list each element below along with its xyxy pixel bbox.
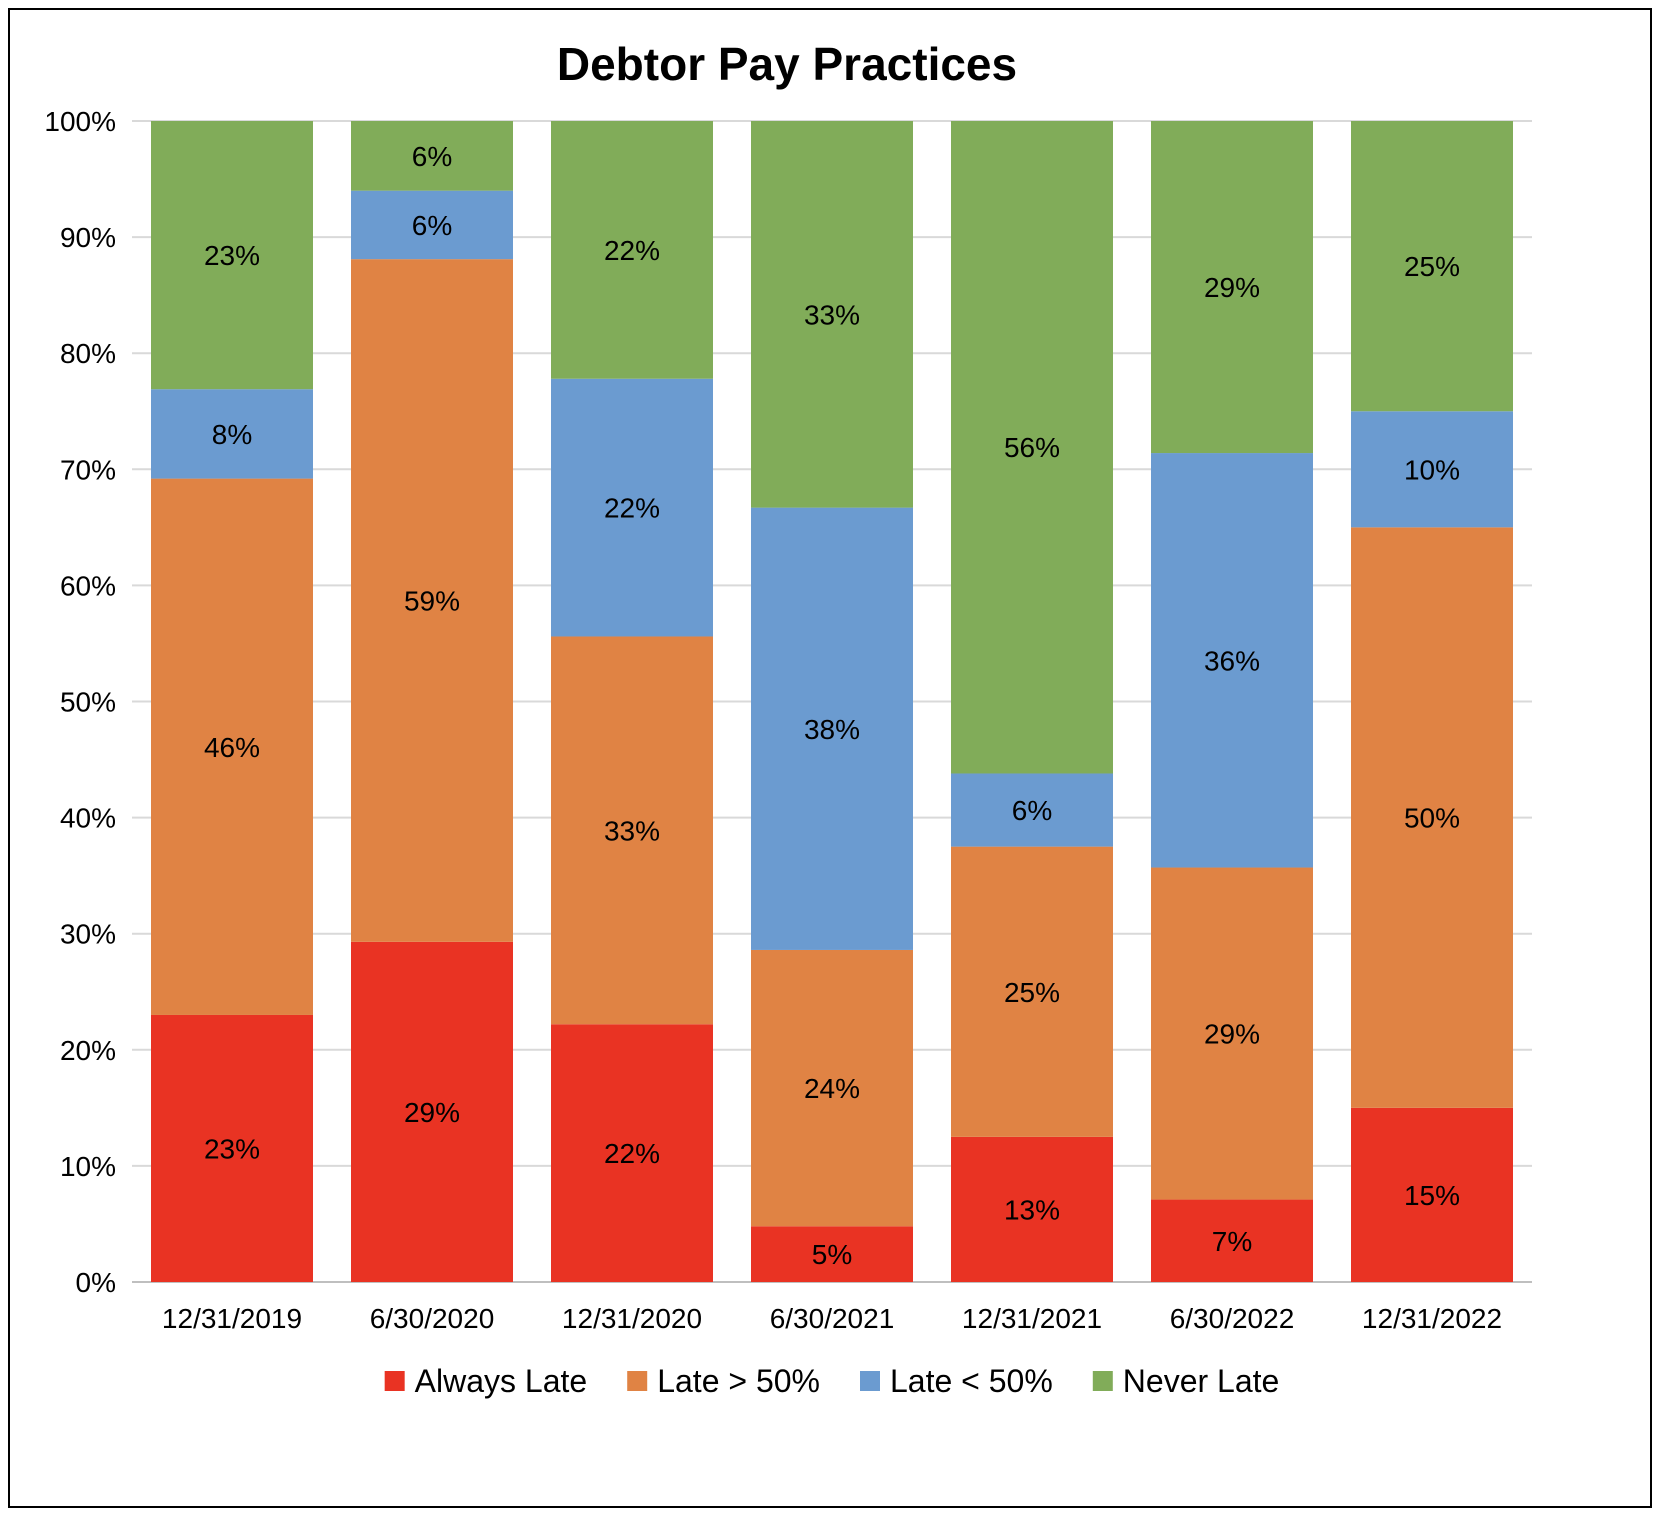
- bar-segment-late-50: [551, 378, 713, 637]
- data-label: 33%: [604, 815, 660, 846]
- bar-segment-late-50: [551, 636, 713, 1025]
- data-label: 38%: [804, 714, 860, 745]
- y-tick-label: 0%: [76, 1267, 116, 1298]
- data-label: 59%: [404, 585, 460, 616]
- bar-segment-never-late: [551, 121, 713, 379]
- y-tick-label: 60%: [60, 570, 116, 601]
- bar-segment-late-50: [1151, 867, 1313, 1200]
- bar-segment-late-50: [951, 773, 1113, 847]
- legend-label: Late < 50%: [890, 1363, 1053, 1399]
- data-label: 10%: [1404, 454, 1460, 485]
- legend-item: Late < 50%: [860, 1363, 1053, 1399]
- bar-segment-never-late: [1351, 121, 1513, 412]
- bar-segment-never-late: [1151, 121, 1313, 454]
- chart-frame: 23% 46% 8% 23% 29% 59% 6% 6% 22% 33% 22% 22% 5% 24% 38…: [8, 8, 1652, 1508]
- data-label: 24%: [804, 1073, 860, 1104]
- y-tick-label: 50%: [60, 687, 116, 718]
- chart-svg: 23% 46% 8% 23% 29% 59% 6% 6% 22% 33% 22% 22% 5% 24% 38…: [44, 38, 1532, 1399]
- bar-segment-never-late: [351, 121, 513, 191]
- y-tick-label: 40%: [60, 803, 116, 834]
- legend-item: Never Late: [1092, 1363, 1280, 1399]
- bar-segment-always-late: [751, 1226, 913, 1282]
- bar-segment-always-late: [1151, 1199, 1313, 1282]
- legend-swatch: [384, 1371, 405, 1391]
- legend: Always Late Late > 50% Late < 50% Never Lat…: [384, 1363, 1280, 1399]
- axes: 0% 10% 20% 30% 40% 50% 60% 70% 80% 90% 100% 12/31/2…: [44, 106, 1502, 1334]
- bar-segment-late-50: [751, 507, 913, 950]
- x-tick-label: 6/30/2020: [370, 1303, 495, 1334]
- x-tick-label: 12/31/2019: [162, 1303, 302, 1334]
- legend-label: Always Late: [415, 1363, 588, 1399]
- data-label: 8%: [212, 419, 252, 450]
- legend-label: Never Late: [1123, 1363, 1280, 1399]
- bar-segment-always-late: [351, 941, 513, 1282]
- data-label: 29%: [1204, 272, 1260, 303]
- bar-segment-late-50: [351, 259, 513, 942]
- y-tick-label: 90%: [60, 222, 116, 253]
- y-tick-label: 30%: [60, 919, 116, 950]
- data-labels: 23% 46% 8% 23% 29% 59% 6% 6% 22% 33% 22% 22% 5% 24% 38…: [204, 141, 1460, 1270]
- data-label: 25%: [1004, 977, 1060, 1008]
- bar-segment-always-late: [951, 1136, 1113, 1282]
- bar-segment-always-late: [1351, 1107, 1513, 1282]
- legend-label: Late > 50%: [657, 1363, 820, 1399]
- data-label: 5%: [812, 1239, 852, 1270]
- data-label: 33%: [804, 299, 860, 330]
- bar-segment-late-50: [151, 389, 313, 479]
- data-label: 50%: [1404, 803, 1460, 834]
- data-label: 15%: [1404, 1180, 1460, 1211]
- legend-swatch: [627, 1371, 648, 1391]
- bar-segment-late-50: [151, 478, 313, 1015]
- data-label: 29%: [1204, 1019, 1260, 1050]
- y-tick-label: 100%: [44, 106, 116, 137]
- bar-segment-late-50: [1151, 453, 1313, 868]
- data-label: 6%: [1012, 795, 1052, 826]
- bar-segment-late-50: [351, 190, 513, 260]
- data-label: 22%: [604, 1138, 660, 1169]
- x-tick-label: 12/31/2022: [1362, 1303, 1502, 1334]
- data-label: 25%: [1404, 251, 1460, 282]
- y-tick-label: 20%: [60, 1035, 116, 1066]
- x-tick-label: 6/30/2021: [770, 1303, 895, 1334]
- y-tick-label: 80%: [60, 338, 116, 369]
- bar-segment-never-late: [951, 121, 1113, 774]
- y-tick-label: 10%: [60, 1151, 116, 1182]
- legend-item: Late > 50%: [627, 1363, 820, 1399]
- y-tick-label: 70%: [60, 454, 116, 485]
- data-label: 36%: [1204, 645, 1260, 676]
- bar-segment-late-50: [1351, 527, 1513, 1108]
- x-tick-label: 12/31/2020: [562, 1303, 702, 1334]
- data-label: 23%: [204, 240, 260, 271]
- bar-segment-always-late: [551, 1024, 713, 1282]
- data-label: 22%: [604, 235, 660, 266]
- data-label: 22%: [604, 493, 660, 524]
- data-label: 6%: [412, 210, 452, 241]
- data-label: 7%: [1212, 1226, 1252, 1257]
- bar-segment-late-50: [751, 949, 913, 1227]
- bar-segment-never-late: [151, 121, 313, 390]
- bars: [151, 121, 1513, 1282]
- data-label: 56%: [1004, 432, 1060, 463]
- data-label: 6%: [412, 141, 452, 172]
- data-label: 23%: [204, 1133, 260, 1164]
- bar-segment-late-50: [1351, 411, 1513, 528]
- data-label: 46%: [204, 732, 260, 763]
- data-label: 29%: [404, 1097, 460, 1128]
- x-tick-label: 12/31/2021: [962, 1303, 1102, 1334]
- legend-swatch: [1092, 1371, 1113, 1391]
- bar-segment-never-late: [751, 121, 913, 508]
- legend-swatch: [860, 1371, 880, 1391]
- data-label: 13%: [1004, 1194, 1060, 1225]
- x-tick-label: 6/30/2022: [1170, 1303, 1295, 1334]
- bar-segment-always-late: [151, 1014, 313, 1282]
- bar-segment-late-50: [951, 846, 1113, 1137]
- legend-item: Always Late: [384, 1363, 588, 1399]
- chart-title: Debtor Pay Practices: [557, 38, 1017, 90]
